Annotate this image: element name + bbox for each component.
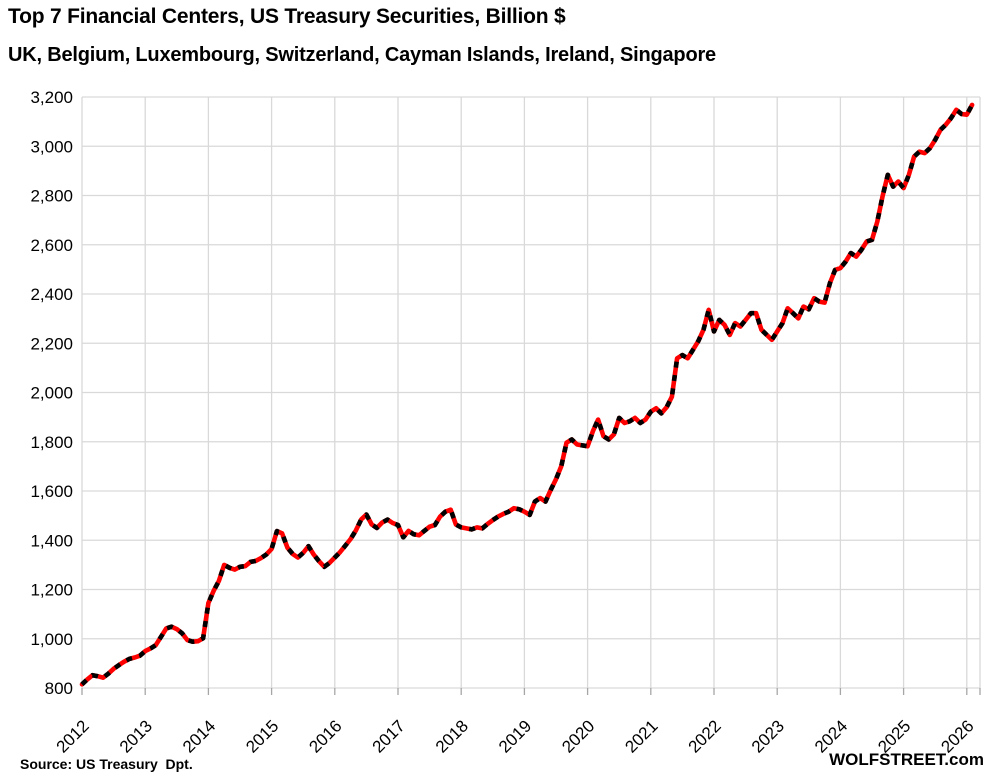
x-tick-label: 2017 [369,716,409,756]
source-note: Source: US Treasury Dpt. [20,756,193,772]
y-tick-label: 2,000 [30,384,73,403]
y-tick-label: 2,200 [30,334,73,353]
x-tick-label: 2012 [53,716,93,756]
page-subtitle: UK, Belgium, Luxembourg, Switzerland, Ca… [8,44,716,66]
x-tick-label: 2022 [685,716,725,756]
y-tick-label: 3,000 [30,137,73,156]
series-line-dash-overlay [80,103,975,686]
y-axis-labels: 800 1,000 1,200 1,400 1,600 1,800 2,000 2,200 2,… [30,88,73,698]
y-tick-label: 1,000 [30,630,73,649]
x-tick-label: 2023 [748,716,788,756]
x-tick-label: 2014 [179,716,219,756]
y-tick-label: 800 [45,679,73,698]
y-tick-label: 1,400 [30,531,73,550]
series-line [79,102,975,687]
y-tick-label: 2,400 [30,285,73,304]
y-tick-label: 1,600 [30,482,73,501]
y-tick-label: 3,200 [30,88,73,107]
axis-ticks [81,688,981,695]
y-tick-label: 2,800 [30,187,73,206]
x-tick-label: 2021 [621,716,661,756]
x-tick-label: 2020 [558,716,598,756]
x-tick-label: 2019 [495,716,535,756]
y-tick-label: 1,200 [30,581,73,600]
x-tick-label: 2013 [116,716,156,756]
x-tick-label: 2015 [242,716,282,756]
x-tick-label: 2018 [432,716,472,756]
grid-lines [81,96,981,689]
y-tick-label: 2,600 [30,236,73,255]
page-title: Top 7 Financial Centers, US Treasury Sec… [8,5,566,28]
y-tick-label: 1,800 [30,433,73,452]
x-tick-label: 2016 [305,716,345,756]
series-lines [79,102,975,687]
brand-wolfstreet: WOLFSTREET.com [829,750,984,769]
